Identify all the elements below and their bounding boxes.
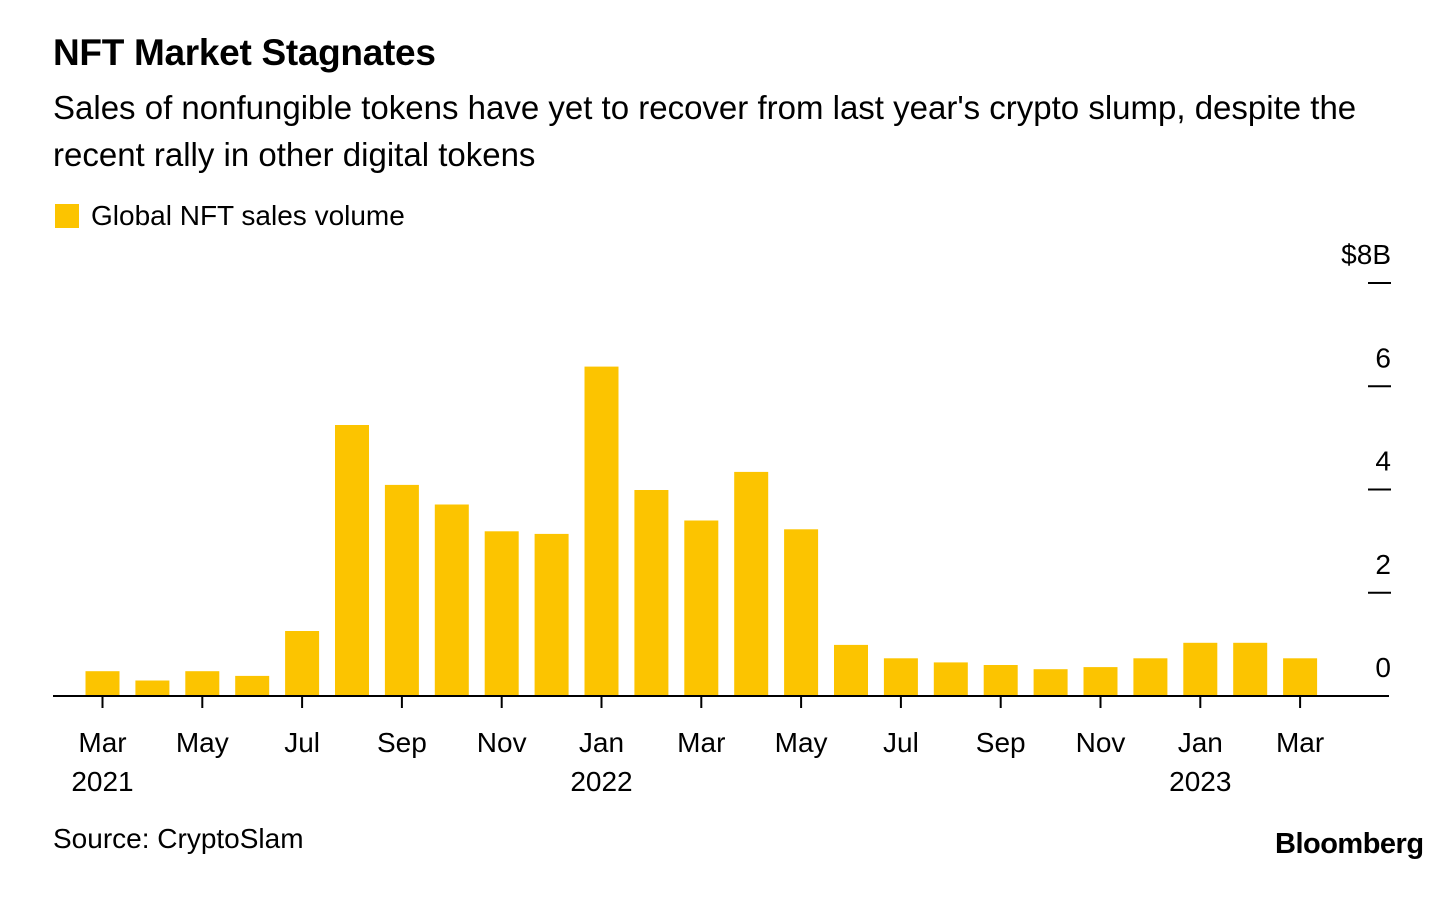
bar <box>285 631 320 696</box>
chart-subtitle: Sales of nonfungible tokens have yet to … <box>53 89 1357 173</box>
y-tick-label: 0 <box>1375 652 1391 683</box>
bar <box>834 644 868 696</box>
x-tick-label: Sep <box>377 727 427 758</box>
bar <box>85 671 120 696</box>
x-tick-year-label: 2022 <box>570 766 632 797</box>
bar <box>1283 658 1318 696</box>
x-tick-label: Mar <box>78 727 126 758</box>
bar <box>1133 658 1168 696</box>
chart-title: NFT Market Stagnates <box>53 32 436 73</box>
bar <box>584 366 619 696</box>
x-tick-label: Mar <box>677 727 725 758</box>
x-tick-label: Mar <box>1276 727 1324 758</box>
x-tick-year-label: 2023 <box>1169 766 1231 797</box>
x-tick-label: Jul <box>284 727 320 758</box>
x-tick-year-label: 2021 <box>71 766 133 797</box>
x-tick-label: Nov <box>477 727 527 758</box>
legend-swatch <box>55 204 79 228</box>
bar <box>534 533 569 696</box>
x-tick-label: Jan <box>1178 727 1223 758</box>
y-tick-label: 6 <box>1375 342 1391 373</box>
bar <box>235 675 270 696</box>
bar <box>883 658 918 696</box>
bar <box>335 425 369 696</box>
source-note: Source: CryptoSlam <box>53 823 304 854</box>
bar <box>684 520 719 696</box>
x-tick-label: Jul <box>883 727 919 758</box>
y-tick-label: $8B <box>1341 239 1391 270</box>
bloomberg-logo: Bloomberg <box>1275 828 1424 860</box>
y-tick-label: 2 <box>1375 549 1391 580</box>
x-tick-label: May <box>176 727 229 758</box>
bar <box>185 671 220 696</box>
bar <box>1233 642 1268 696</box>
x-tick-label: May <box>775 727 828 758</box>
bar <box>933 662 968 696</box>
bar <box>1183 642 1218 696</box>
legend: Global NFT sales volume <box>55 200 405 232</box>
x-tick-label: Nov <box>1076 727 1126 758</box>
bar <box>784 529 819 696</box>
bar <box>983 665 1018 696</box>
bar <box>384 484 419 696</box>
x-tick-label: Jan <box>579 727 624 758</box>
bar <box>1083 667 1118 696</box>
x-tick-label: Sep <box>976 727 1026 758</box>
bar <box>484 531 519 696</box>
y-tick-label: 4 <box>1375 446 1391 477</box>
bar <box>734 471 769 696</box>
bar <box>1033 669 1068 696</box>
bar <box>135 680 170 696</box>
legend-label: Global NFT sales volume <box>91 200 405 231</box>
bar <box>634 490 669 696</box>
bar <box>434 504 469 696</box>
